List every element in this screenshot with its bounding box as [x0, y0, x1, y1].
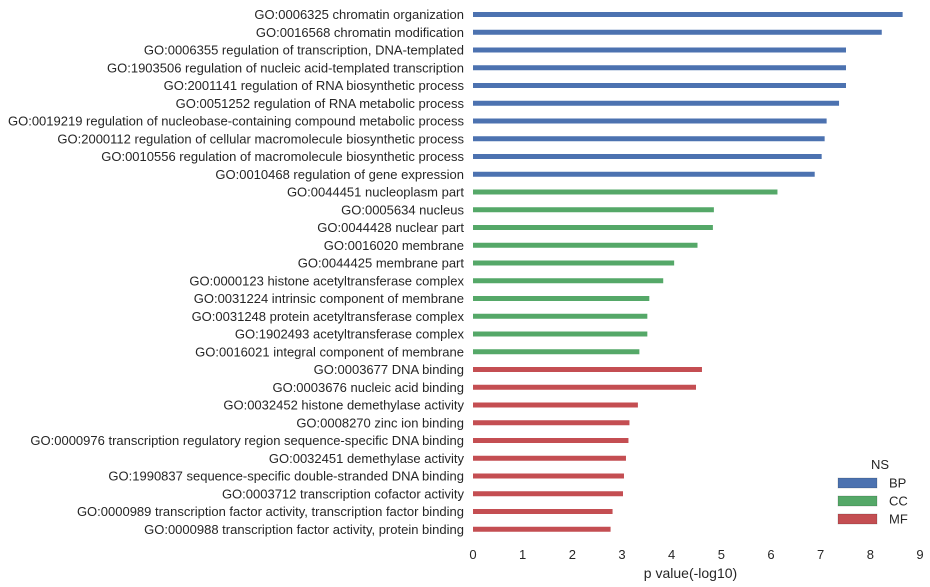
y-tick-label: GO:0031248 protein acetyltransferase com…: [192, 309, 465, 324]
bar-cc: [473, 207, 714, 213]
bar-cc: [473, 189, 778, 195]
x-axis-title: p value(-log10): [644, 565, 737, 581]
y-tick-label: GO:0003712 transcription cofactor activi…: [222, 486, 465, 501]
bar-cc: [473, 331, 648, 337]
y-tick-label: GO:0006355 regulation of transcription, …: [144, 43, 464, 58]
y-tick-label: GO:0006325 chromatin organization: [254, 7, 464, 22]
bars-layer: [473, 12, 903, 532]
bar-cc: [473, 296, 650, 301]
x-tick-label: 4: [668, 547, 675, 562]
y-tick-label: GO:0016020 membrane: [324, 238, 464, 253]
bar-bp: [473, 29, 882, 35]
y-tick-label: GO:2000112 regulation of cellular macrom…: [57, 131, 464, 146]
bar-mf: [473, 509, 613, 514]
bar-bp: [473, 83, 846, 88]
legend: NS BP CC MF: [837, 457, 908, 527]
bar-bp: [473, 154, 822, 159]
bar-cc: [473, 225, 713, 230]
y-tick-label: GO:0032452 histone demethylase activity: [223, 398, 464, 413]
legend-title: NS: [871, 457, 889, 472]
bar-bp: [473, 118, 827, 124]
bar-mf: [473, 402, 638, 408]
bar-mf: [473, 473, 624, 479]
y-tick-label: GO:0003677 DNA binding: [314, 362, 464, 377]
y-tick-label: GO:0031224 intrinsic component of membra…: [194, 291, 464, 306]
y-tick-label: GO:0051252 regulation of RNA metabolic p…: [176, 96, 465, 111]
y-tick-label: GO:0016568 chromatin modification: [256, 25, 464, 40]
y-tick-label: GO:0000123 histone acetyltransferase com…: [189, 273, 464, 288]
bar-cc: [473, 278, 664, 284]
bar-bp: [473, 100, 840, 106]
x-tick-label: 2: [569, 547, 576, 562]
bar-mf: [473, 367, 702, 372]
x-tick-label: 6: [767, 547, 774, 562]
x-axis-ticks: 0 1 2 3 4 5 6 7 8 9: [469, 547, 923, 562]
x-tick-label: 0: [469, 547, 476, 562]
y-tick-label: GO:0010556 regulation of macromolecule b…: [101, 149, 464, 164]
y-tick-label: GO:0044428 nuclear part: [317, 220, 464, 235]
y-tick-label: GO:1990837 sequence-specific double-stra…: [108, 469, 464, 484]
bar-mf: [473, 491, 623, 497]
y-tick-label: GO:0019219 regulation of nucleobase-cont…: [8, 114, 465, 129]
bar-bp: [473, 12, 903, 17]
bar-bp: [473, 65, 846, 71]
y-tick-label: GO:0044451 nucleoplasm part: [287, 185, 464, 200]
x-tick-label: 1: [519, 547, 526, 562]
y-tick-label: GO:0003676 nucleic acid binding: [272, 380, 464, 395]
bar-mf: [473, 438, 629, 443]
y-tick-label: GO:0008270 zinc ion binding: [296, 415, 464, 430]
bar-mf: [473, 384, 697, 390]
bar-cc: [473, 242, 698, 248]
y-tick-label: GO:1902493 acetyltransferase complex: [235, 327, 465, 342]
y-axis-labels: GO:0006325 chromatin organization GO:0016…: [8, 7, 465, 537]
legend-swatch-cc: [837, 495, 878, 507]
y-tick-label: GO:0000989 transcription factor activity…: [77, 504, 464, 519]
x-tick-label: 9: [916, 547, 923, 562]
bar-bp: [473, 171, 815, 177]
y-tick-label: GO:0032451 demethylase activity: [269, 451, 465, 466]
y-tick-label: GO:0000988 transcription factor activity…: [144, 522, 464, 537]
y-tick-label: GO:0016021 integral component of membran…: [195, 344, 464, 359]
bar-bp: [473, 136, 825, 142]
y-tick-label: GO:2001141 regulation of RNA biosyntheti…: [164, 78, 465, 93]
x-tick-label: 3: [618, 547, 625, 562]
y-tick-label: GO:0005634 nucleus: [341, 202, 464, 217]
y-tick-label: GO:1903506 regulation of nucleic acid-te…: [107, 60, 464, 75]
x-tick-label: 7: [817, 547, 824, 562]
y-tick-label: GO:0010468 regulation of gene expression: [215, 167, 464, 182]
x-tick-label: 5: [718, 547, 725, 562]
y-tick-label: GO:0000976 transcription regulatory regi…: [30, 433, 464, 448]
bar-mf: [473, 455, 626, 461]
legend-label-cc: CC: [889, 494, 908, 509]
legend-swatch-mf: [837, 513, 878, 525]
legend-label-mf: MF: [889, 512, 908, 527]
bar-mf: [473, 526, 611, 532]
legend-label-bp: BP: [889, 476, 906, 491]
bar-cc: [473, 349, 640, 355]
bar-cc: [473, 313, 648, 319]
bar-cc: [473, 260, 675, 266]
bar-bp: [473, 47, 846, 53]
legend-swatch-bp: [837, 477, 878, 489]
y-tick-label: GO:0044425 membrane part: [298, 256, 465, 271]
x-tick-label: 8: [867, 547, 874, 562]
bar-mf: [473, 420, 630, 426]
